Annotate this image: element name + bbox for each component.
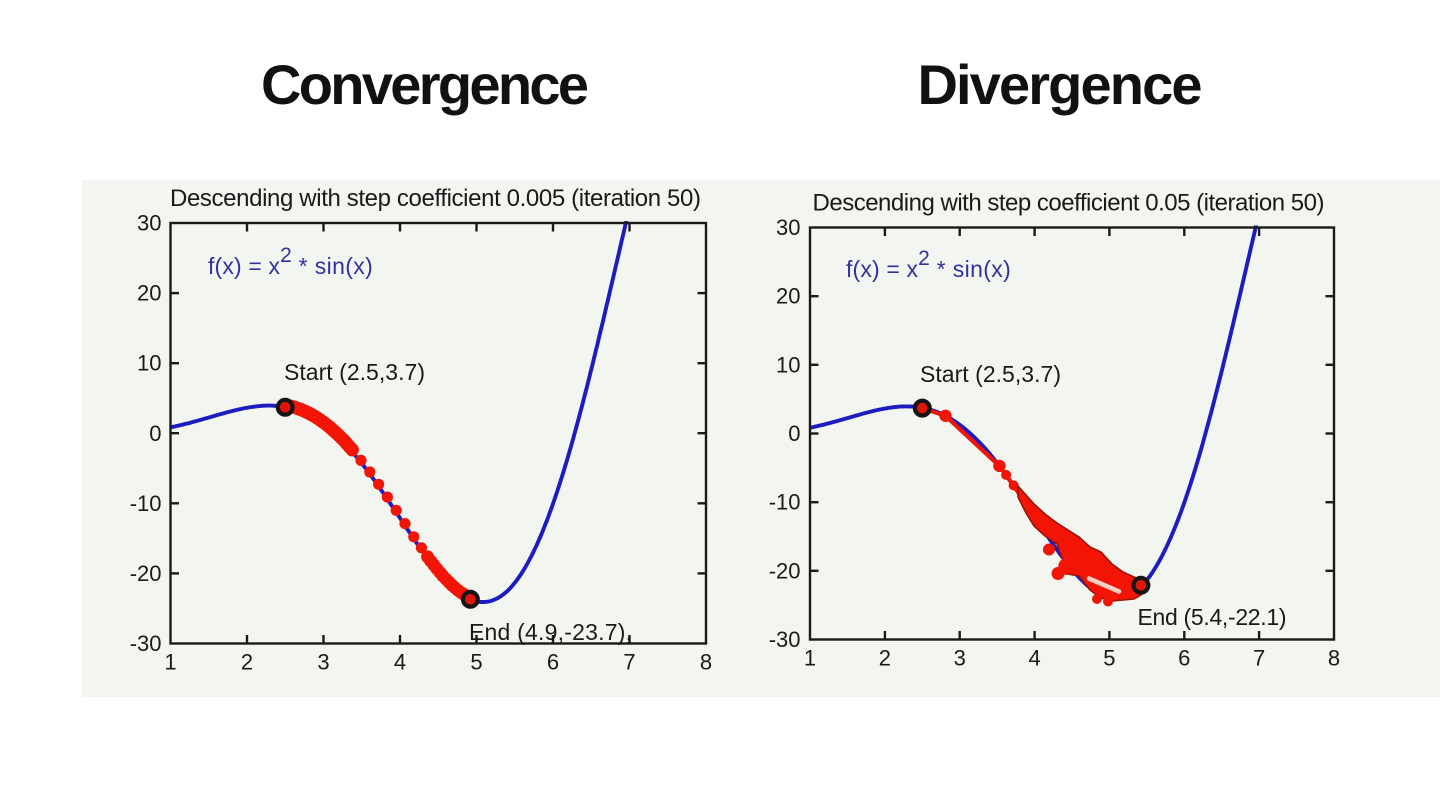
svg-text:-20: -20 <box>769 558 801 583</box>
svg-text:0: 0 <box>149 421 161 446</box>
svg-text:5: 5 <box>470 650 482 675</box>
svg-text:3: 3 <box>954 646 966 671</box>
svg-text:5: 5 <box>1103 646 1115 671</box>
svg-text:f(x) = x2 * sin(x): f(x) = x2 * sin(x) <box>846 247 1011 282</box>
svg-text:4: 4 <box>1028 646 1040 671</box>
svg-text:1: 1 <box>164 650 176 675</box>
svg-text:7: 7 <box>1253 646 1265 671</box>
svg-text:10: 10 <box>776 352 800 377</box>
svg-text:30: 30 <box>137 211 161 236</box>
svg-text:20: 20 <box>137 281 161 306</box>
svg-text:End (4.9,-23.7),: End (4.9,-23.7), <box>469 619 632 645</box>
svg-text:1: 1 <box>804 646 816 671</box>
svg-text:Divergence: Divergence <box>918 53 1203 116</box>
svg-text:-10: -10 <box>130 491 162 516</box>
svg-text:4: 4 <box>394 650 406 675</box>
svg-text:8: 8 <box>700 650 712 675</box>
svg-text:8: 8 <box>1328 646 1340 671</box>
svg-text:20: 20 <box>776 284 800 309</box>
svg-text:Descending with step coefficie: Descending with step coefficient 0.005 (… <box>170 185 701 212</box>
svg-text:End (5.4,-22.1): End (5.4,-22.1) <box>1138 604 1287 630</box>
svg-text:Descending with step coefficie: Descending with step coefficient 0.05 (i… <box>813 190 1325 217</box>
svg-text:-20: -20 <box>130 561 162 586</box>
svg-text:10: 10 <box>137 351 161 376</box>
svg-text:-30: -30 <box>769 627 801 652</box>
svg-text:30: 30 <box>776 215 800 240</box>
svg-text:Start (2.5,3.7): Start (2.5,3.7) <box>920 361 1061 387</box>
svg-text:Start (2.5,3.7): Start (2.5,3.7) <box>284 359 425 385</box>
svg-text:7: 7 <box>623 650 635 675</box>
svg-text:2: 2 <box>241 650 253 675</box>
svg-text:6: 6 <box>1178 646 1190 671</box>
svg-text:-10: -10 <box>769 490 801 515</box>
svg-text:6: 6 <box>547 650 559 675</box>
svg-text:-30: -30 <box>130 631 162 656</box>
svg-text:3: 3 <box>317 650 329 675</box>
svg-text:f(x) = x2 * sin(x): f(x) = x2 * sin(x) <box>208 244 373 279</box>
svg-text:2: 2 <box>879 646 891 671</box>
svg-text:0: 0 <box>788 421 800 446</box>
svg-text:Convergence: Convergence <box>261 53 589 116</box>
